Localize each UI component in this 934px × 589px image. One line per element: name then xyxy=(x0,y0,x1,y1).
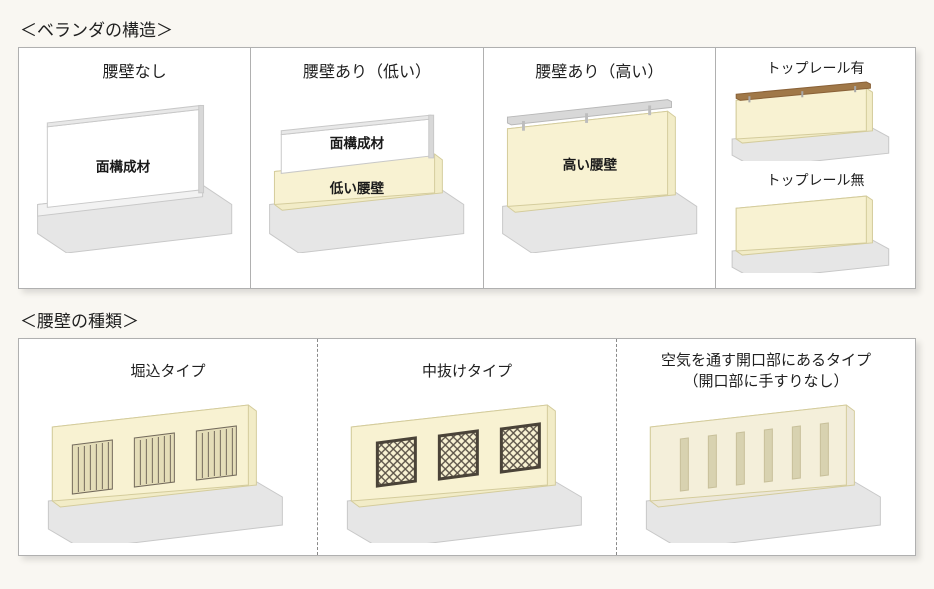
cell-nakanuke: 中抜けタイプ xyxy=(317,339,616,555)
section1-title: ＜ベランダの構造＞ xyxy=(20,16,916,41)
cell1-figure: 面構成材 xyxy=(27,88,242,253)
bottom-panel: 堀込タイプ xyxy=(18,338,916,556)
b3-title: 空気を通す開口部にあるタイプ （開口部に手すりなし） xyxy=(625,349,907,393)
cell3-figure: 高い腰壁 xyxy=(492,88,707,253)
b2-figure xyxy=(326,393,608,543)
b3-title-l1: 空気を通す開口部にあるタイプ xyxy=(661,350,871,371)
cell1-title: 腰壁なし xyxy=(27,58,242,82)
rail-without-figure xyxy=(724,192,907,264)
cell-slit: 空気を通す開口部にあるタイプ （開口部に手すりなし） xyxy=(616,339,915,555)
cell2-label2: 低い腰壁 xyxy=(329,180,385,196)
section2-title: ＜腰壁の種類＞ xyxy=(20,307,916,332)
b3-figure xyxy=(625,393,907,543)
rail-with-title: トップレール有 xyxy=(767,58,865,78)
cell-horikomi: 堀込タイプ xyxy=(19,339,317,555)
top-panel: 腰壁なし 面構成材 腰壁あり（低い） xyxy=(18,47,916,289)
rail-with-figure xyxy=(724,80,907,152)
rail-without: トップレール無 xyxy=(724,170,907,280)
b1-figure xyxy=(27,393,309,543)
cell2-label1: 面構成材 xyxy=(330,135,385,151)
cell-high-wall: 腰壁あり（高い） 高い腰壁 xyxy=(484,48,716,288)
b2-title: 中抜けタイプ xyxy=(326,349,608,393)
cell-no-wall: 腰壁なし 面構成材 xyxy=(19,48,251,288)
b1-title: 堀込タイプ xyxy=(27,349,309,393)
cell1-label: 面構成材 xyxy=(96,158,151,174)
cell3-label: 高い腰壁 xyxy=(562,157,617,173)
cell-low-wall: 腰壁あり（低い） 面構成材 低い腰壁 xyxy=(251,48,483,288)
cell3-title: 腰壁あり（高い） xyxy=(492,58,707,82)
cell2-title: 腰壁あり（低い） xyxy=(259,58,474,82)
cell-toprail: トップレール有 トップレール無 xyxy=(716,48,915,288)
rail-without-title: トップレール無 xyxy=(767,170,865,190)
b3-title-l2: （開口部に手すりなし） xyxy=(683,371,848,392)
rail-with: トップレール有 xyxy=(724,58,907,168)
cell2-figure: 面構成材 低い腰壁 xyxy=(259,88,474,253)
